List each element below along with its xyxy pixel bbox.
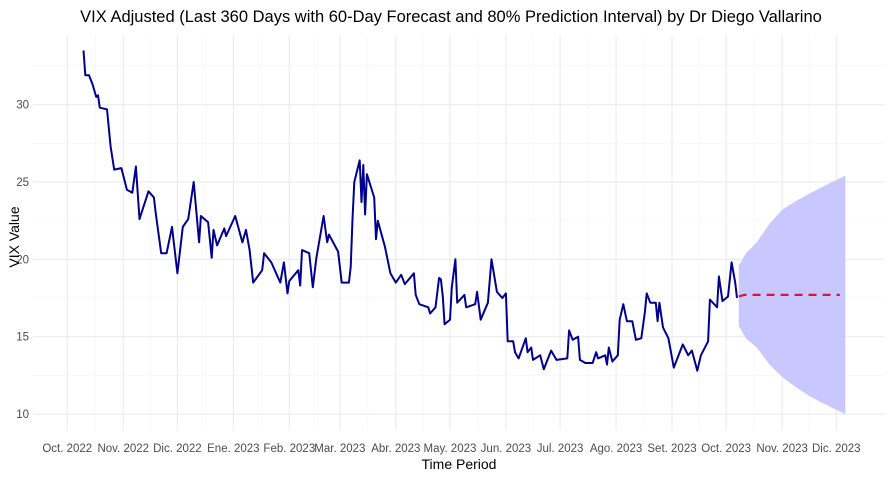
- y-tick-label: 20: [16, 254, 29, 266]
- x-tick-label: Ago. 2023: [590, 443, 642, 455]
- x-tick-label: May. 2023: [424, 443, 477, 455]
- x-tick-label: Mar. 2023: [314, 443, 365, 455]
- x-tick-label: Ene. 2023: [207, 443, 259, 455]
- x-tick-label: Nov. 2022: [97, 443, 149, 455]
- y-tick-label: 15: [16, 332, 29, 344]
- x-tick-label: Jul. 2023: [537, 443, 584, 455]
- y-axis-title: VIX Value: [6, 206, 22, 267]
- forecast-mean-line: [738, 293, 840, 298]
- x-tick-label: Set. 2023: [647, 443, 696, 455]
- x-tick-label: Jun. 2023: [481, 443, 532, 455]
- x-axis-title: Time Period: [422, 456, 497, 472]
- x-tick-label: Dic. 2023: [812, 443, 861, 455]
- x-axis-ticks: Oct. 2022 Nov. 2022 Dic. 2022 Ene. 2023 Feb.…: [42, 443, 860, 455]
- chart-title: VIX Adjusted (Last 360 Days with 60-Day …: [80, 8, 822, 26]
- x-tick-label: Dic. 2022: [153, 443, 202, 455]
- x-tick-label: Oct. 2023: [701, 443, 751, 455]
- prediction-interval-band: [738, 175, 846, 415]
- x-tick-label: Oct. 2022: [42, 443, 92, 455]
- y-tick-label: 25: [16, 177, 29, 189]
- y-tick-label: 10: [16, 409, 29, 421]
- x-tick-label: Feb. 2023: [263, 443, 315, 455]
- vix-history-line: [82, 50, 738, 372]
- y-tick-label: 30: [16, 100, 29, 112]
- gridlines: [33, 35, 885, 430]
- y-axis-ticks: 10 15 20 25 30: [16, 100, 29, 421]
- x-tick-label: Nov. 2023: [756, 443, 808, 455]
- x-tick-label: Abr. 2023: [371, 443, 420, 455]
